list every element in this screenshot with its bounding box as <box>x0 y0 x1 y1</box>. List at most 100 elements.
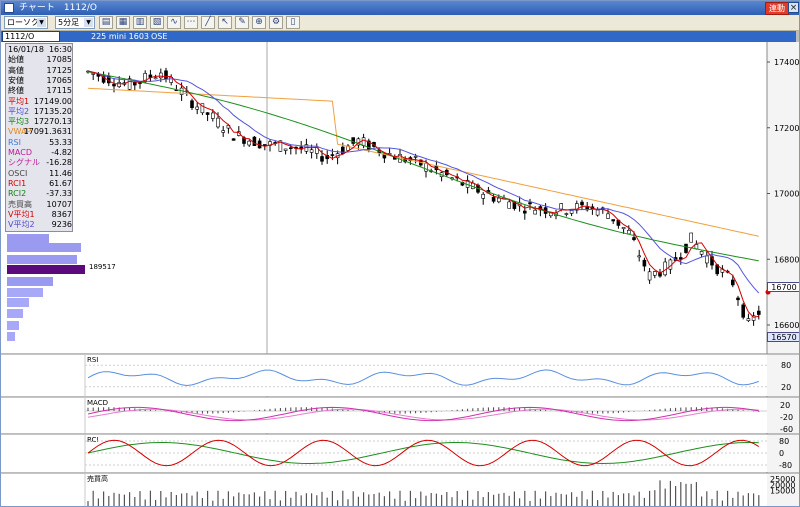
candle-body <box>195 106 199 110</box>
erase-icon[interactable]: ✎ <box>235 16 249 29</box>
candle-body <box>481 194 486 199</box>
settings-icon[interactable]: ⚙ <box>269 16 283 29</box>
data-panel-row: 終値 17115 <box>8 86 72 96</box>
price-tick-label: 17400 <box>774 58 799 67</box>
candle-body <box>127 78 132 90</box>
volume-profile-bar <box>7 288 43 297</box>
candle-body <box>231 138 236 141</box>
pane-title: 売買高 <box>87 474 108 483</box>
candle-body <box>133 81 137 86</box>
chart-type-icon[interactable]: ▤ <box>99 16 113 29</box>
volume-profile-bar <box>7 309 23 318</box>
candle-body <box>741 304 746 318</box>
data-panel-row: 16/01/18 16:30 <box>8 45 72 55</box>
macd-signal-line <box>87 408 759 421</box>
data-panel-label: シグナル <box>8 158 40 168</box>
candle-body <box>626 230 631 235</box>
rci-tick-label: -80 <box>779 461 792 470</box>
symbol-code-input[interactable]: 1112/O <box>2 31 60 42</box>
candle-body <box>704 255 709 264</box>
candle-body <box>278 140 283 152</box>
volume-profile-bar <box>7 243 81 252</box>
candle-body <box>736 297 740 301</box>
infobar-end <box>796 31 799 42</box>
price-tick-label: 16800 <box>774 255 799 264</box>
rci2-line <box>87 442 759 465</box>
pane-title: RSI <box>87 356 98 364</box>
candle-body <box>642 259 647 267</box>
volume-profile-bar <box>7 255 77 264</box>
candle-body <box>632 237 636 241</box>
data-panel-label: 始値 <box>8 55 24 65</box>
data-panel-row: VWAP 17091.3631 <box>8 127 72 137</box>
price-tick-label: 17000 <box>774 190 799 199</box>
data-panel-label: V平均1 <box>8 209 35 219</box>
macd-tick-label: -60 <box>780 425 793 434</box>
chart-style-value: ローソク <box>7 18 39 27</box>
close-button[interactable]: × <box>788 2 799 13</box>
trend-icon[interactable]: ⋯ <box>184 16 198 29</box>
data-panel-label: OSCI <box>8 168 28 178</box>
candle-body <box>117 82 121 88</box>
data-panel-label: V平均2 <box>8 220 35 230</box>
candle-body <box>684 243 688 253</box>
volume-tick-label: 15000 <box>770 487 795 496</box>
candle-body <box>424 163 428 172</box>
interval-value: 5分足 <box>58 18 80 27</box>
candle-body <box>730 279 735 286</box>
cursor-icon[interactable]: ↖ <box>218 16 232 29</box>
chevron-down-icon: ▼ <box>84 18 93 27</box>
line-chart-icon[interactable]: ∿ <box>167 16 181 29</box>
candle-body <box>309 149 314 153</box>
candle-body <box>710 256 714 266</box>
candle-body <box>143 73 147 83</box>
data-panel-label: 高値 <box>8 65 24 75</box>
candle-body <box>320 156 324 162</box>
data-panel-row: OSCI 11.46 <box>8 169 72 179</box>
data-panel-value: -16.28 <box>46 158 72 168</box>
volume-tick-label: 20000 <box>770 481 795 490</box>
candle-body <box>756 310 761 315</box>
indicator-icon[interactable]: ▧ <box>150 16 164 29</box>
data-panel-row: RCI2 -37.33 <box>8 189 72 199</box>
volume-tick-label: 25000 <box>770 475 795 484</box>
data-panel-value: 53.33 <box>49 137 72 147</box>
macd-axis <box>767 397 799 433</box>
data-panel-row: V平均1 8367 <box>8 210 72 220</box>
rsi-axis <box>767 354 799 396</box>
candle-body <box>242 137 246 144</box>
link-toggle-button[interactable]: 連動 <box>765 2 789 15</box>
period-icon[interactable]: ▦ <box>116 16 130 29</box>
low-price-tag: 16570 <box>767 332 799 342</box>
zoom-icon[interactable]: ⊕ <box>252 16 266 29</box>
chart-area[interactable]: 17400 17200 17000 16800 16600 RSI 80 20 MACD 20 -2… <box>1 42 800 507</box>
candle-body <box>507 201 512 209</box>
candle-body <box>361 137 366 146</box>
data-panel-label: RSI <box>8 137 21 147</box>
data-panel-label: 平均2 <box>8 106 30 116</box>
symbol-info-bar: 1112/O 225 mini 1603 OSE <box>1 31 799 42</box>
candle-body <box>689 232 694 243</box>
ma3-line <box>87 71 759 262</box>
candle-body <box>637 255 642 258</box>
vwap-line <box>87 87 759 237</box>
candle-body <box>663 261 668 276</box>
candle-body <box>595 209 600 216</box>
volume-axis <box>767 473 799 506</box>
candle-body <box>221 130 225 133</box>
candle-body <box>491 196 496 202</box>
chart-style-select[interactable]: ローソク ▼ <box>4 16 48 29</box>
candle-body <box>288 147 293 150</box>
candle-body <box>658 272 662 277</box>
bars-icon[interactable]: ▯ <box>286 16 300 29</box>
data-panel-value: -37.33 <box>46 189 72 199</box>
data-panel-value: 9236 <box>51 220 72 230</box>
candle-body <box>580 201 584 206</box>
draw-line-icon[interactable]: ╱ <box>201 16 215 29</box>
title-bar[interactable]: チャート 1112/O 連動 × <box>1 1 799 15</box>
candle-body <box>522 210 527 214</box>
data-panel-row: RSI 53.33 <box>8 138 72 148</box>
interval-select[interactable]: 5分足 ▼ <box>55 16 95 29</box>
compare-icon[interactable]: ▥ <box>133 16 147 29</box>
data-panel-label: 売買高 <box>8 199 32 209</box>
